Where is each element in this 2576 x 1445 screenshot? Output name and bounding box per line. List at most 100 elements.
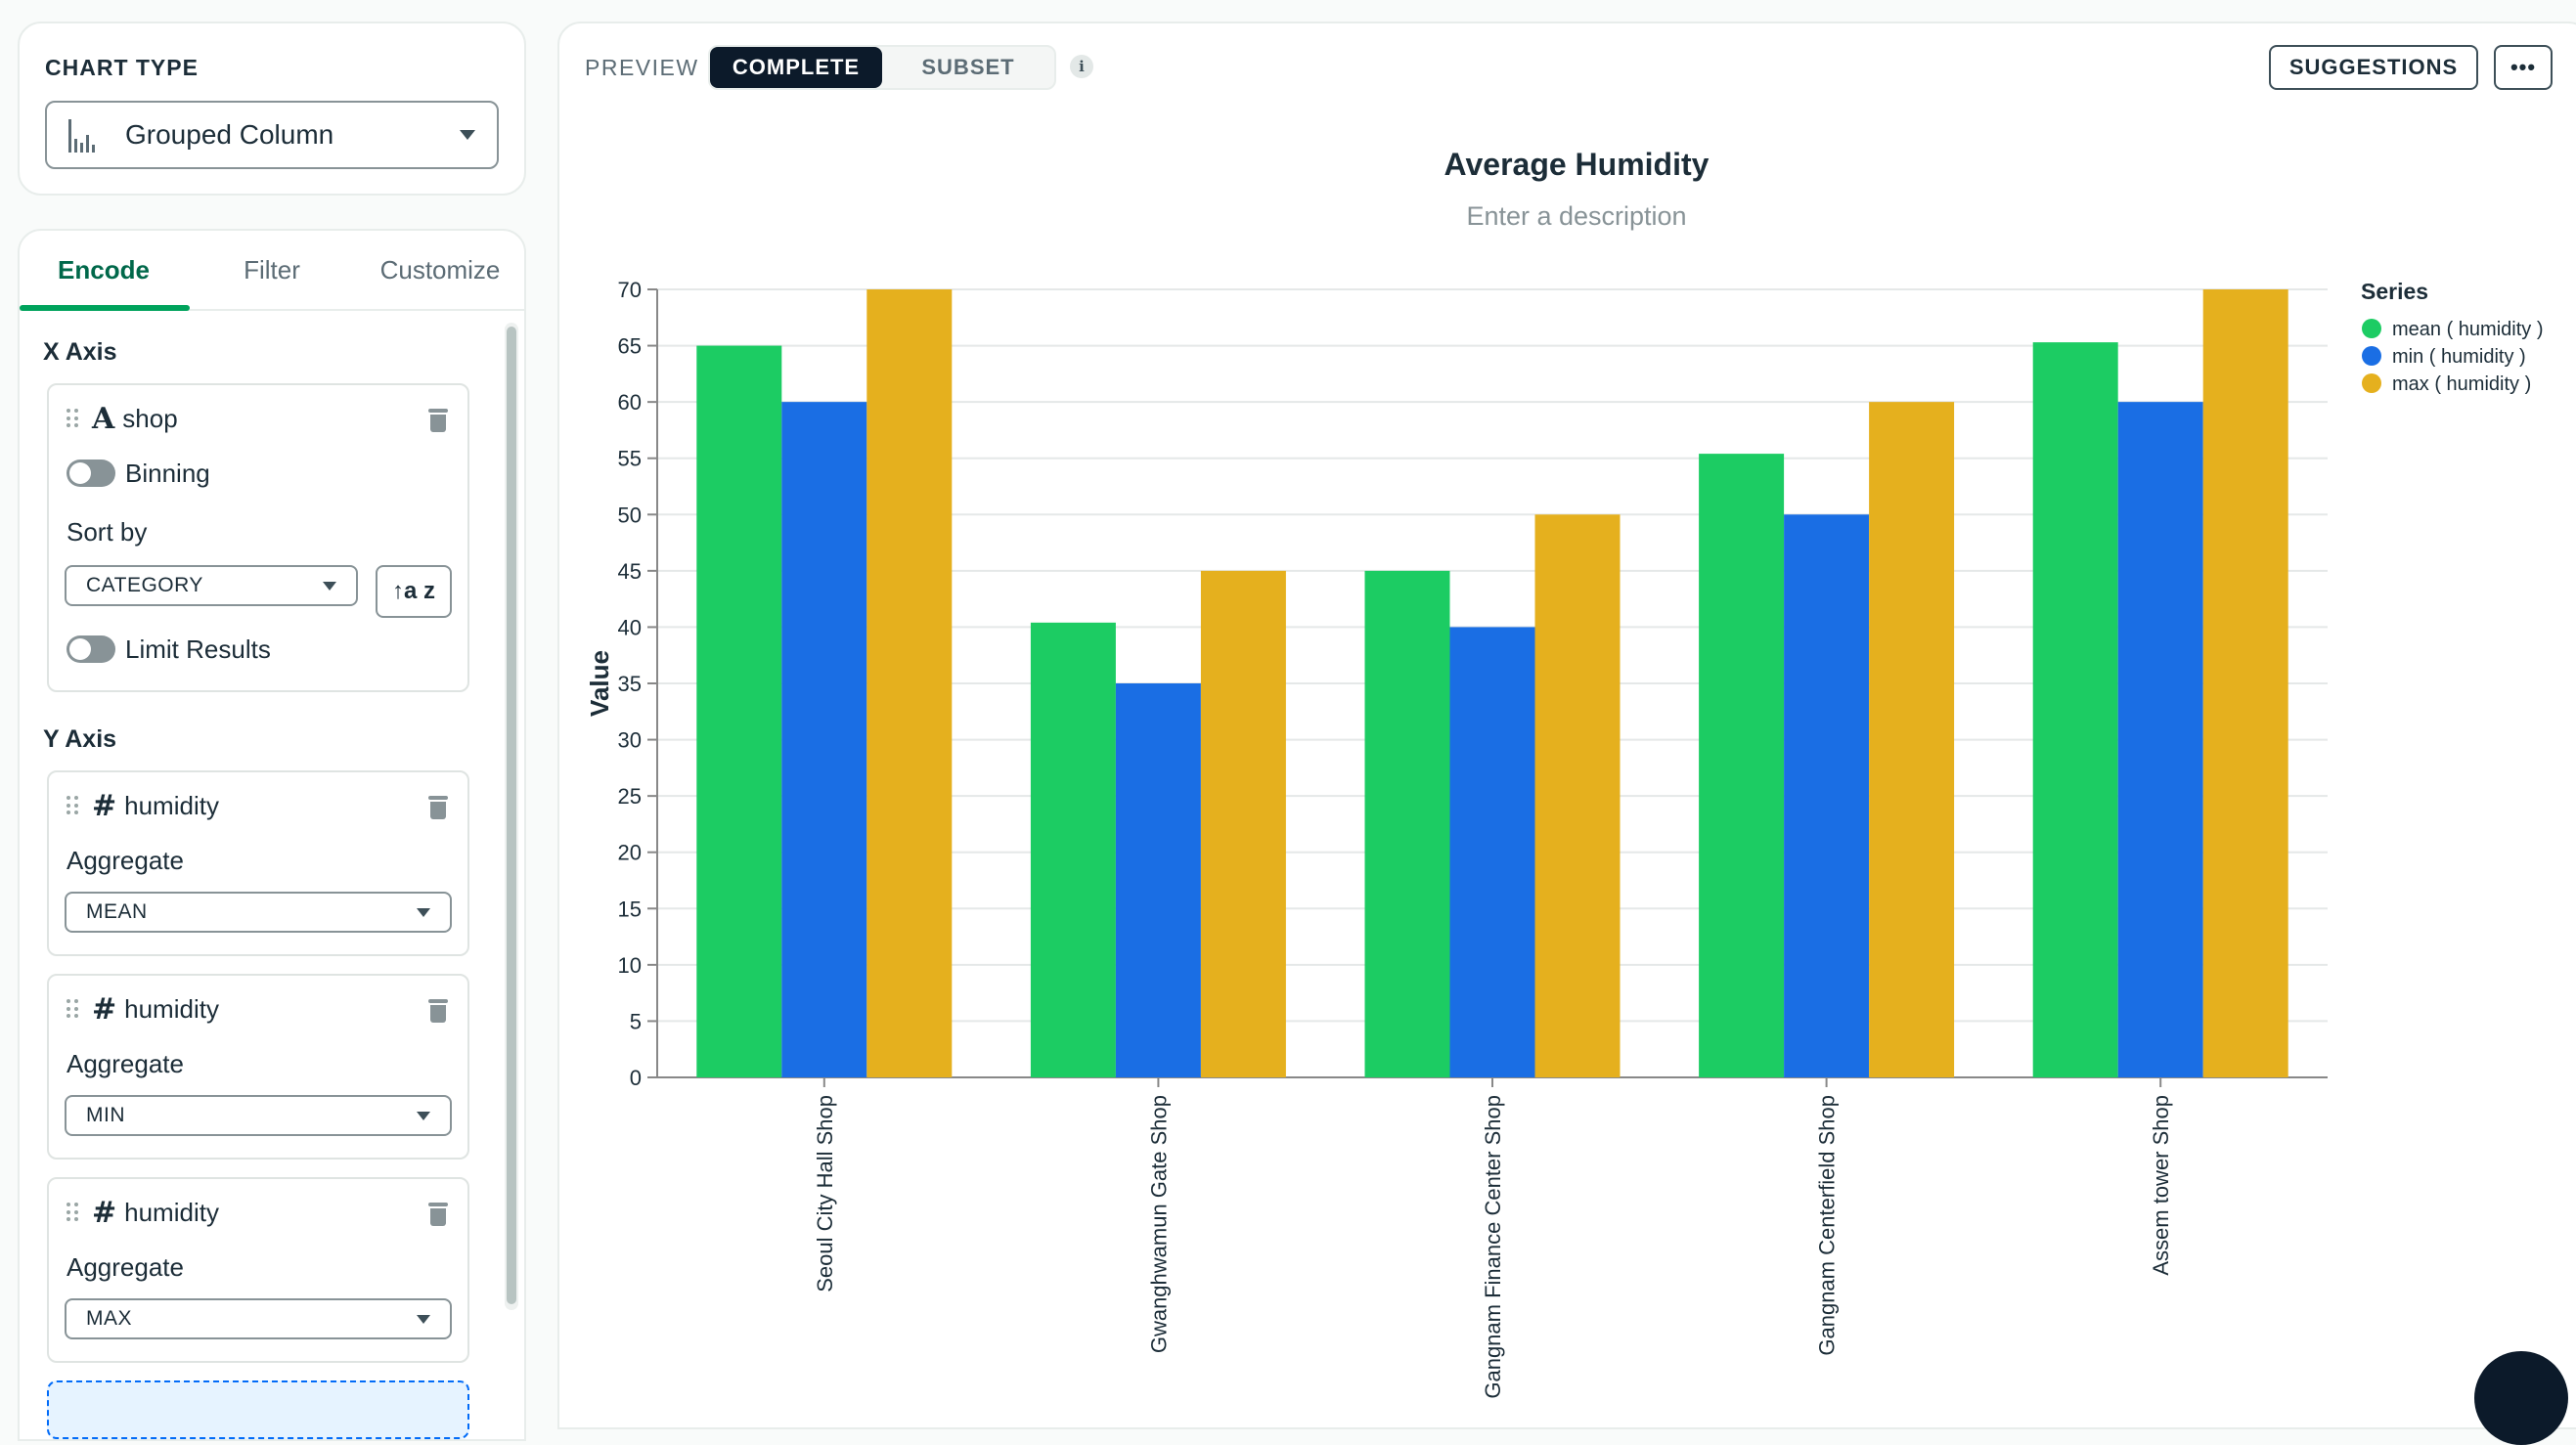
y-axis-field-name: humidity — [124, 1197, 219, 1227]
tab-encode[interactable]: Encode — [58, 254, 150, 285]
chart-type-select[interactable]: Grouped Column — [45, 101, 499, 169]
y-tick-label: 25 — [618, 784, 642, 809]
y-tick-label: 70 — [618, 278, 642, 302]
y-tick-label: 55 — [618, 447, 642, 471]
aggregate-label: Aggregate — [67, 1048, 184, 1078]
limit-results-row: Limit Results — [49, 630, 467, 669]
y-tick-label: 45 — [618, 559, 642, 584]
number-type-icon: # — [92, 788, 117, 823]
bar — [1364, 570, 1450, 1077]
encoding-panel: Encode Filter Customize X Axis A shop Bi… — [18, 229, 526, 1441]
aggregate-value: MAX — [86, 1307, 133, 1330]
y-axis-field-row: # humidity — [49, 786, 467, 825]
scrollbar-thumb[interactable] — [507, 327, 516, 1304]
binning-toggle[interactable] — [67, 460, 115, 487]
aggregate-select[interactable]: MIN — [65, 1095, 452, 1136]
trash-icon[interactable] — [428, 796, 448, 819]
chevron-down-icon — [417, 1111, 430, 1120]
drag-handle-icon[interactable] — [67, 796, 78, 815]
y-tick-label: 5 — [630, 1009, 642, 1033]
aggregate-select[interactable]: MAX — [65, 1298, 452, 1339]
info-icon[interactable]: i — [1070, 55, 1093, 78]
bar — [1534, 514, 1621, 1077]
legend-swatch — [2362, 319, 2381, 338]
chevron-down-icon — [460, 130, 475, 140]
aggregate-select[interactable]: MEAN — [65, 892, 452, 933]
legend-swatch — [2362, 346, 2381, 366]
sort-direction-button[interactable]: ↑a z — [376, 565, 452, 618]
preview-label: PREVIEW — [585, 55, 699, 80]
drag-handle-icon[interactable] — [67, 409, 78, 428]
x-axis-field-row: A shop — [49, 399, 467, 438]
binning-label: Binning — [125, 458, 210, 488]
bar — [1115, 683, 1201, 1077]
y-axis-field-card: # humidity Aggregate MEAN — [47, 770, 469, 956]
chart-description[interactable]: Enter a description — [1466, 201, 1687, 231]
y-tick-label: 10 — [618, 953, 642, 978]
y-axis-field-card: # humidity Aggregate MAX — [47, 1177, 469, 1363]
x-tick-label: Seoul City Hall Shop — [813, 1095, 837, 1292]
legend-title: Series — [2361, 279, 2428, 304]
suggestions-button[interactable]: SUGGESTIONS — [2269, 45, 2478, 90]
aggregate-label: Aggregate — [67, 1251, 184, 1282]
sort-by-value: CATEGORY — [86, 574, 203, 596]
bar — [2117, 402, 2203, 1078]
mode-complete-button[interactable]: COMPLETE — [710, 47, 882, 88]
chart-type-value: Grouped Column — [125, 119, 334, 150]
chart-preview-panel: PREVIEW COMPLETE SUBSET i SUGGESTIONS ••… — [557, 22, 2576, 1429]
y-tick-label: 0 — [630, 1066, 642, 1090]
bar — [1869, 402, 1955, 1078]
y-tick-label: 30 — [618, 728, 642, 753]
chevron-down-icon — [417, 1314, 430, 1324]
y-axis-field-card: # humidity Aggregate MIN — [47, 974, 469, 1160]
legend-entry: max ( humidity ) — [2392, 373, 2531, 395]
drag-handle-icon[interactable] — [67, 999, 78, 1019]
bar — [1449, 627, 1535, 1077]
y-tick-label: 20 — [618, 841, 642, 865]
y-axis-heading: Y Axis — [43, 725, 117, 753]
encoding-tabs: Encode Filter Customize — [20, 231, 524, 311]
assistant-button[interactable] — [2474, 1351, 2568, 1445]
y-axis-label: Value — [585, 650, 614, 717]
y-tick-label: 60 — [618, 390, 642, 415]
trash-icon[interactable] — [428, 999, 448, 1023]
active-tab-indicator — [20, 305, 190, 311]
bar — [1200, 570, 1286, 1077]
aggregate-value: MEAN — [86, 900, 148, 923]
y-tick-label: 50 — [618, 503, 642, 527]
chart-title[interactable]: Average Humidity — [1443, 147, 1710, 182]
x-tick-label: Gwanghwamun Gate Shop — [1146, 1095, 1171, 1353]
trash-icon[interactable] — [428, 409, 448, 432]
sort-by-select[interactable]: CATEGORY — [65, 565, 358, 606]
limit-results-label: Limit Results — [125, 634, 271, 664]
number-type-icon: # — [92, 1195, 117, 1230]
drag-handle-icon[interactable] — [67, 1203, 78, 1222]
y-tick-label: 35 — [618, 672, 642, 696]
limit-results-toggle[interactable] — [67, 635, 115, 663]
x-axis-field-name: shop — [122, 403, 178, 433]
y-axis-field-name: humidity — [124, 790, 219, 820]
legend-entry: mean ( humidity ) — [2392, 319, 2544, 340]
trash-icon[interactable] — [428, 1203, 448, 1226]
chevron-down-icon — [323, 581, 336, 591]
x-tick-label: Gangnam Finance Center Shop — [1481, 1095, 1505, 1399]
y-axis-field-name: humidity — [124, 993, 219, 1024]
bar — [866, 289, 953, 1077]
x-axis-field-card: A shop Binning Sort by CATEGORY ↑a z Lim… — [47, 383, 469, 692]
chart-type-heading: CHART TYPE — [45, 55, 199, 80]
binning-row: Binning — [49, 454, 467, 493]
legend-entry: min ( humidity ) — [2392, 346, 2526, 368]
tab-filter[interactable]: Filter — [244, 254, 300, 285]
x-axis-heading: X Axis — [43, 338, 117, 366]
sample-mode-toggle: COMPLETE SUBSET — [708, 45, 1056, 90]
aggregate-value: MIN — [86, 1104, 125, 1126]
mode-subset-button[interactable]: SUBSET — [921, 55, 1015, 79]
bar — [2032, 342, 2118, 1077]
sort-by-label: Sort by — [67, 516, 148, 547]
number-type-icon: # — [92, 991, 117, 1027]
sort-ascending-icon: ↑a z — [391, 578, 435, 604]
tab-customize[interactable]: Customize — [379, 254, 501, 285]
chevron-down-icon — [417, 907, 430, 917]
add-field-drop-zone[interactable] — [47, 1380, 469, 1439]
more-options-button[interactable]: ••• — [2494, 45, 2553, 90]
